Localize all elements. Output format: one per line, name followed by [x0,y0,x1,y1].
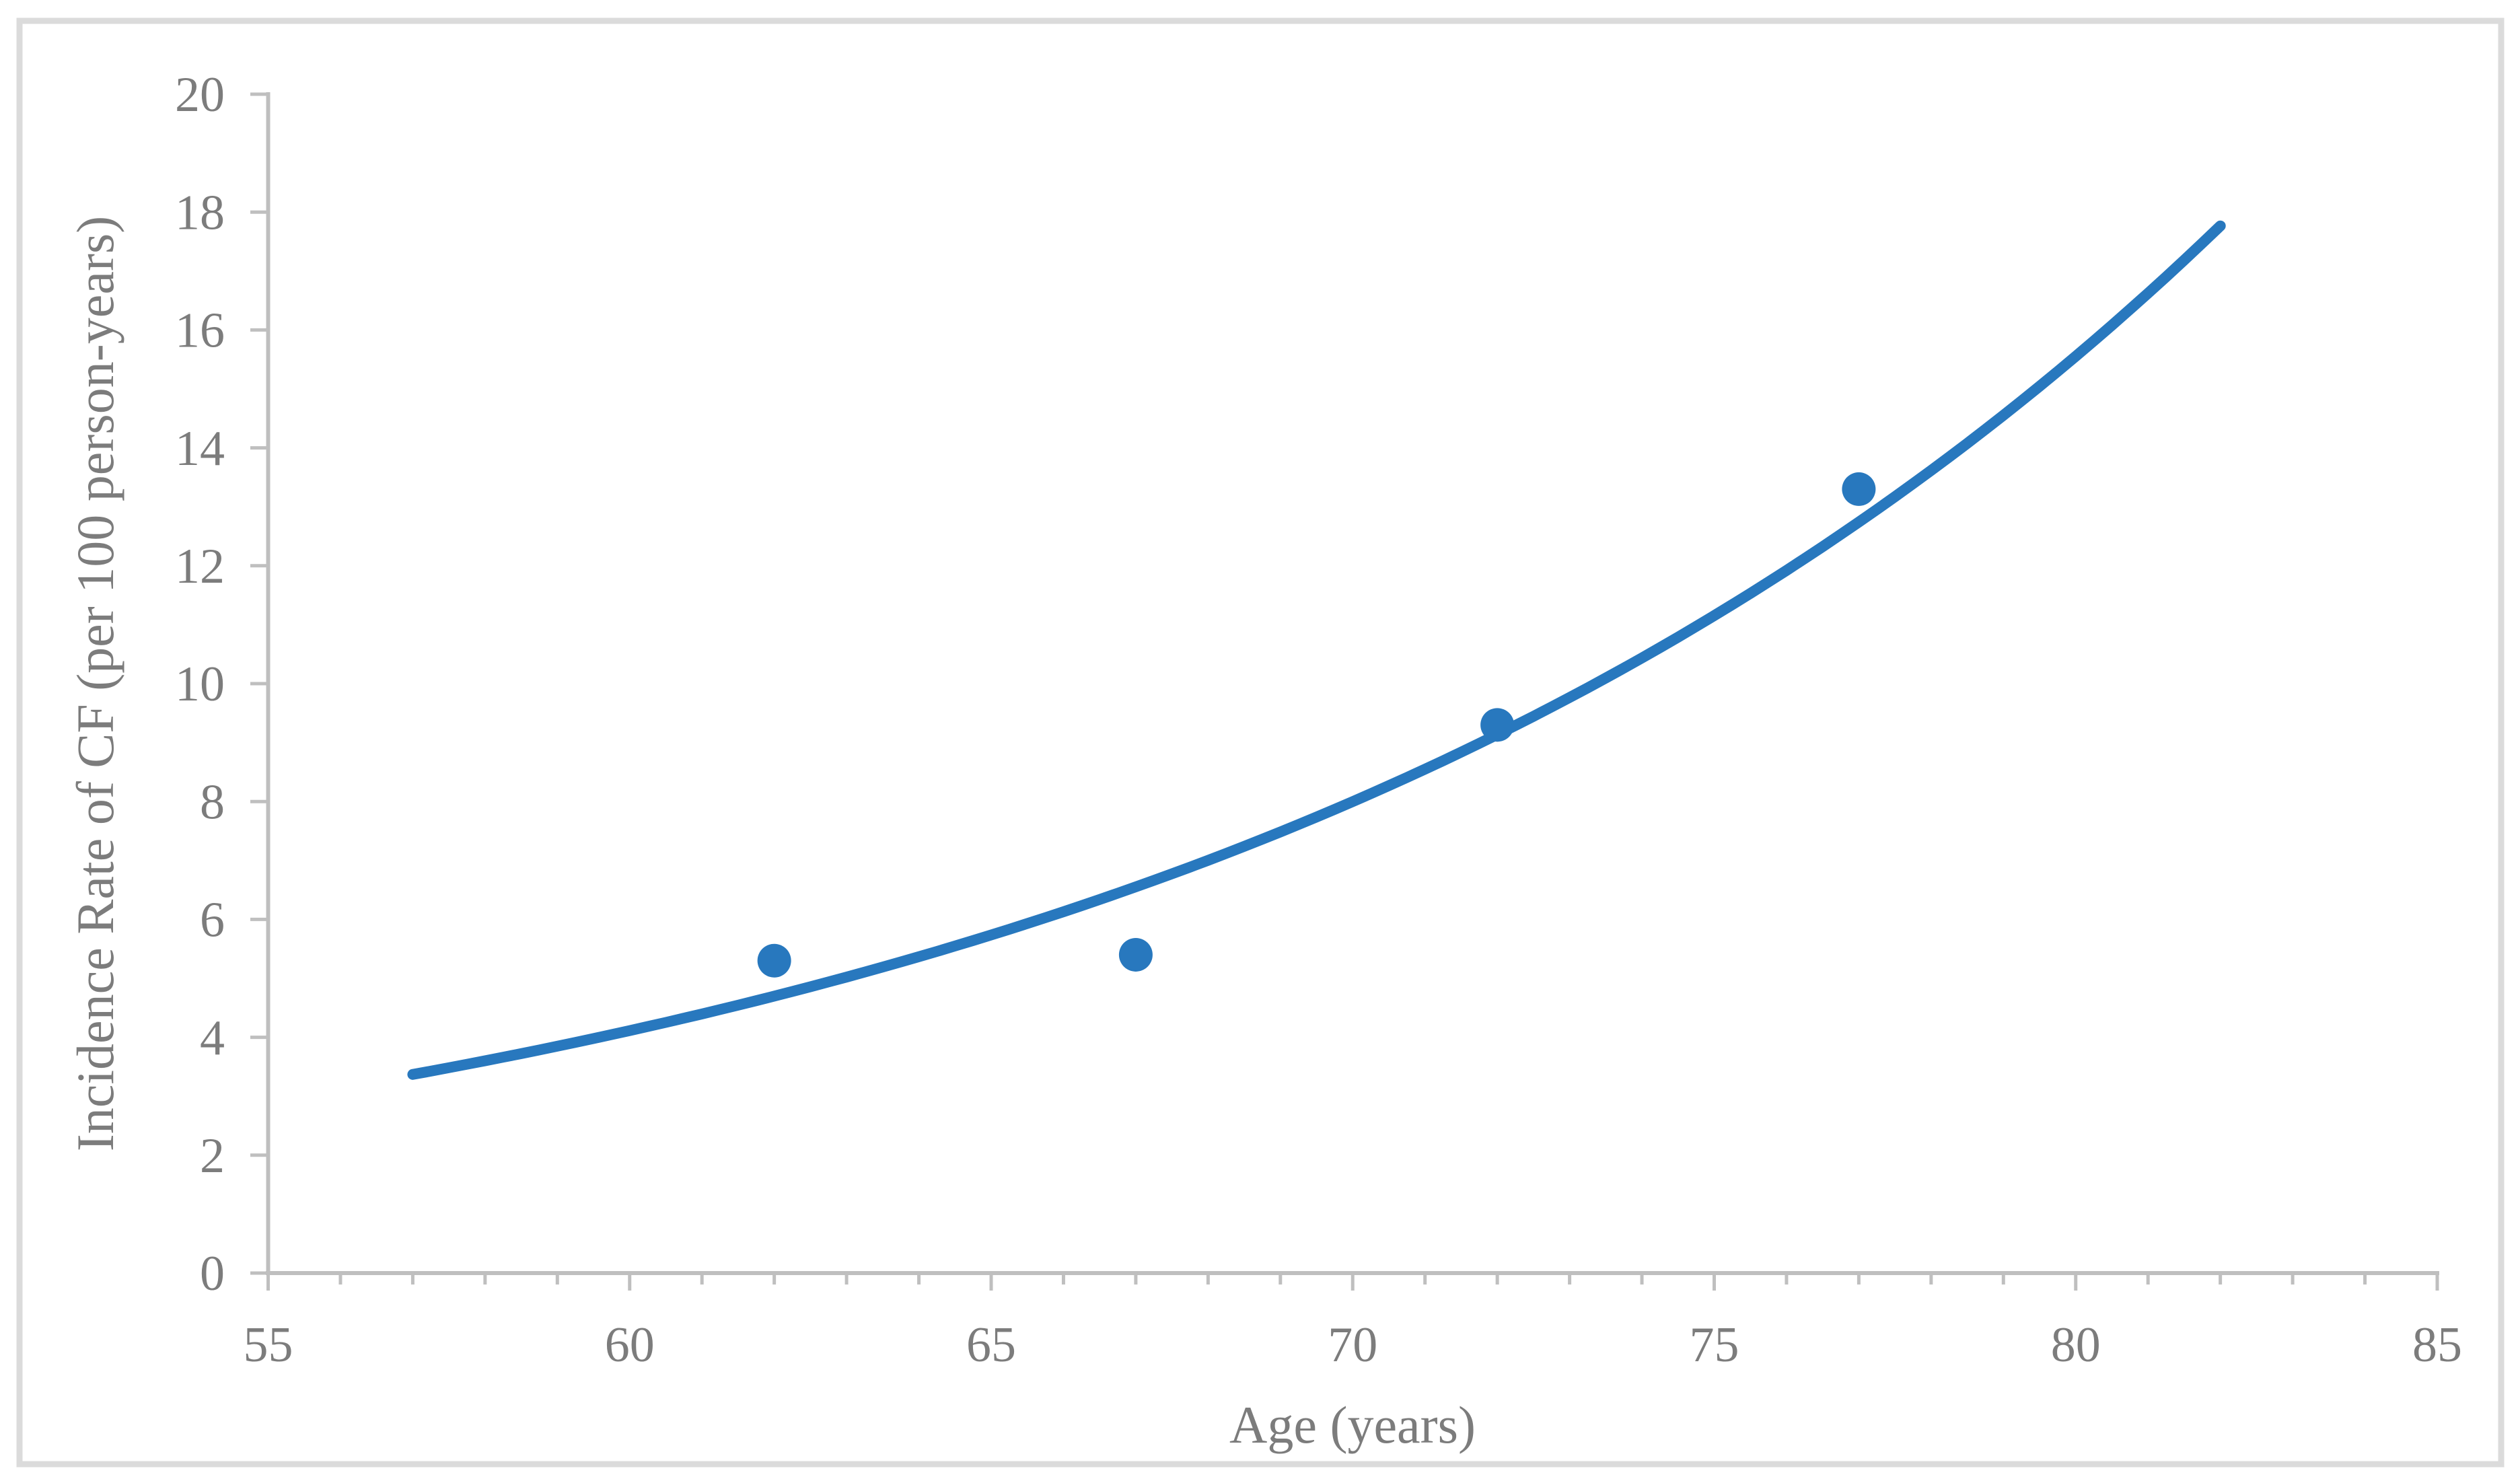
data-point [1118,937,1153,972]
x-tick-label: 70 [1328,1317,1377,1373]
y-tick-label: 12 [175,539,225,594]
x-ticks [266,1272,2439,1291]
x-axis-title: Age (years) [1229,1396,1476,1454]
x-tick-label: 60 [605,1317,655,1373]
y-tick-label: 2 [200,1128,225,1184]
x-tick-label: 80 [2051,1317,2101,1373]
y-tick-label: 14 [175,421,225,476]
y-tick-label: 0 [200,1246,225,1301]
y-tick-label: 20 [175,67,225,122]
x-tick-label: 85 [2412,1317,2462,1373]
x-tick-label: 65 [966,1317,1016,1373]
y-tick-labels: 0 2 4 6 8 10 12 14 16 18 20 [175,67,225,1301]
y-tick-label: 16 [175,303,225,359]
x-tick-label: 75 [1690,1317,1739,1373]
data-point [1842,472,1876,506]
y-axis: 0 2 4 6 8 10 12 14 16 18 20 [175,67,271,1301]
y-tick-label: 18 [175,185,225,240]
data-point [757,943,791,978]
data-point [1480,708,1515,742]
x-axis: 55 60 65 70 75 80 85 [244,1271,2463,1373]
x-tick-labels: 55 60 65 70 75 80 85 [244,1317,2463,1373]
y-tick-label: 4 [200,1011,225,1066]
trendline [407,220,2226,1080]
y-tick-label: 6 [200,893,225,948]
y-tick-label: 10 [175,657,225,712]
scatter-points [757,472,1876,978]
figure-frame [16,17,2505,1468]
y-tick-label: 8 [200,774,225,830]
x-tick-label: 55 [244,1317,293,1373]
y-axis-title: Incidence Rate of CF (per 100 person-yea… [66,216,124,1151]
y-ticks [250,92,268,1275]
